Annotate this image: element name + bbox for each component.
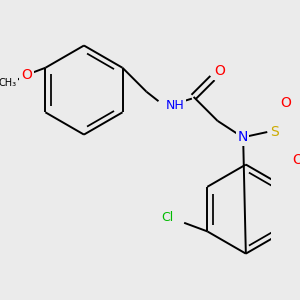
Text: O: O [280,96,291,110]
Text: N: N [237,130,248,144]
Text: NH: NH [165,99,184,112]
Text: S: S [271,125,279,139]
Text: Cl: Cl [162,211,174,224]
Text: O: O [21,68,32,82]
Text: O: O [292,153,300,167]
Text: CH₃: CH₃ [0,78,17,88]
Text: O: O [214,64,225,78]
